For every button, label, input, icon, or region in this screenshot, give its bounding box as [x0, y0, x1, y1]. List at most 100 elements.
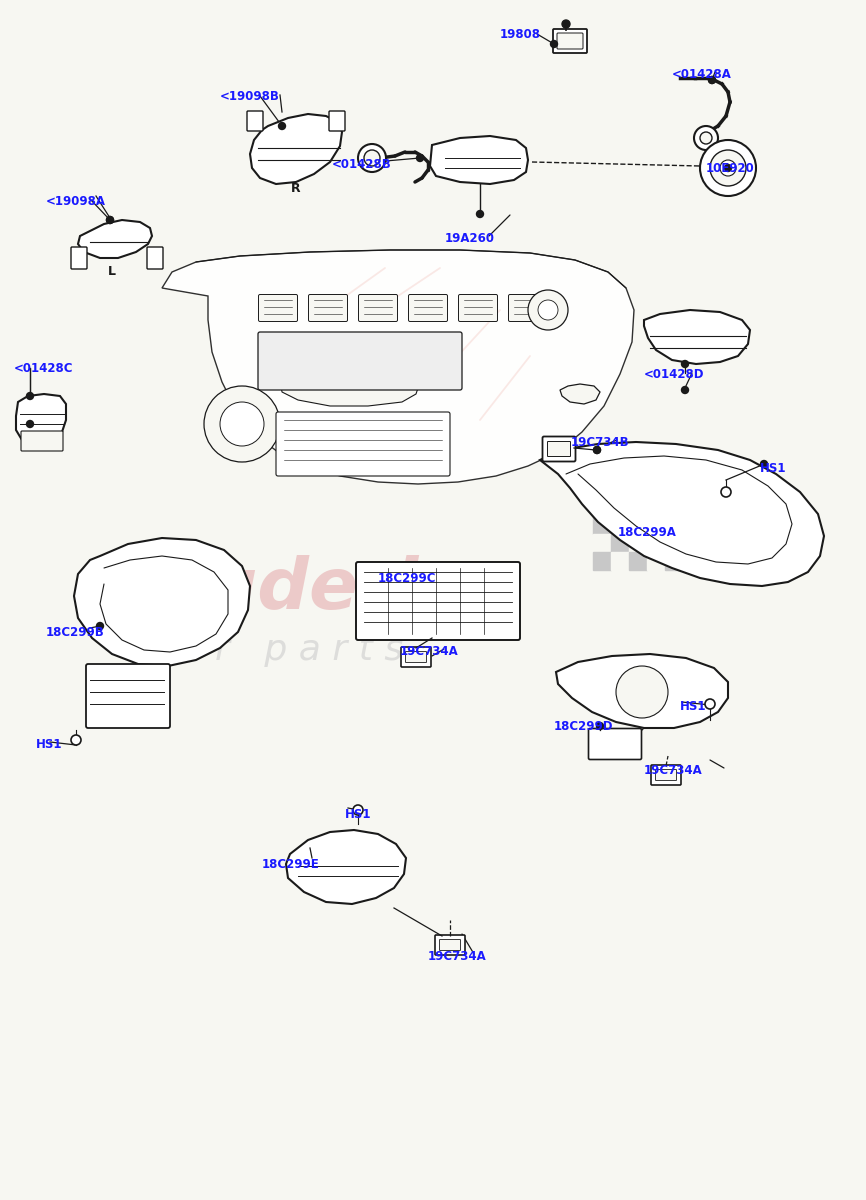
Circle shape	[107, 216, 113, 223]
Text: 18C299C: 18C299C	[378, 572, 436, 584]
FancyBboxPatch shape	[71, 247, 87, 269]
Text: 19808: 19808	[500, 28, 541, 41]
Text: scuderia: scuderia	[120, 556, 467, 624]
Bar	[665, 516, 683, 534]
Bar	[629, 516, 647, 534]
Circle shape	[708, 77, 715, 84]
Bar	[611, 516, 629, 534]
Text: 19A260: 19A260	[445, 232, 495, 245]
FancyBboxPatch shape	[589, 728, 642, 760]
Text: 18C299A: 18C299A	[618, 526, 677, 539]
FancyBboxPatch shape	[276, 412, 450, 476]
Circle shape	[353, 805, 363, 815]
Bar	[611, 534, 629, 552]
Bar	[647, 480, 665, 498]
Polygon shape	[430, 136, 528, 184]
Text: HS1: HS1	[760, 462, 786, 475]
Polygon shape	[540, 442, 824, 586]
Text: c a r   p a r t s: c a r p a r t s	[150, 634, 404, 667]
Bar	[629, 480, 647, 498]
Bar	[629, 552, 647, 570]
Bar	[665, 534, 683, 552]
Circle shape	[708, 77, 715, 84]
Text: 19C734B: 19C734B	[571, 436, 630, 449]
Text: HS1: HS1	[345, 808, 372, 821]
Text: 10E920: 10E920	[706, 162, 755, 175]
Polygon shape	[644, 310, 750, 364]
Bar	[593, 534, 611, 552]
FancyBboxPatch shape	[258, 332, 462, 390]
FancyBboxPatch shape	[409, 294, 448, 322]
Text: 19C734A: 19C734A	[644, 764, 702, 778]
Polygon shape	[16, 394, 66, 446]
FancyBboxPatch shape	[21, 431, 63, 451]
Text: L: L	[108, 265, 116, 278]
FancyBboxPatch shape	[440, 940, 461, 950]
Circle shape	[538, 300, 558, 320]
Bar	[629, 534, 647, 552]
Circle shape	[725, 164, 732, 172]
Circle shape	[364, 150, 380, 166]
Circle shape	[279, 122, 286, 130]
Circle shape	[597, 722, 604, 730]
Text: 18C299D: 18C299D	[554, 720, 613, 733]
Circle shape	[528, 290, 568, 330]
Text: <19098B: <19098B	[220, 90, 280, 103]
Circle shape	[760, 461, 767, 468]
Circle shape	[700, 140, 756, 196]
Circle shape	[593, 446, 600, 454]
Text: <01428B: <01428B	[332, 158, 391, 170]
Circle shape	[562, 20, 570, 28]
FancyBboxPatch shape	[542, 437, 576, 462]
FancyBboxPatch shape	[547, 442, 571, 456]
Text: 18C299B: 18C299B	[46, 626, 105, 638]
Circle shape	[204, 386, 280, 462]
Bar	[611, 480, 629, 498]
Circle shape	[682, 360, 688, 367]
Text: 19C734A: 19C734A	[400, 646, 459, 658]
Bar	[611, 498, 629, 516]
Text: R: R	[291, 182, 301, 194]
Circle shape	[700, 132, 712, 144]
Circle shape	[71, 734, 81, 745]
Bar	[647, 498, 665, 516]
Polygon shape	[560, 384, 600, 404]
Text: <01428D: <01428D	[644, 368, 705, 382]
FancyBboxPatch shape	[356, 562, 520, 640]
Polygon shape	[556, 654, 728, 728]
Bar	[647, 534, 665, 552]
Polygon shape	[250, 114, 342, 184]
FancyBboxPatch shape	[508, 294, 547, 322]
Circle shape	[96, 623, 104, 630]
Text: <01428A: <01428A	[672, 68, 732, 80]
Text: 19C734A: 19C734A	[428, 950, 487, 962]
Bar	[593, 516, 611, 534]
Polygon shape	[286, 830, 406, 904]
Text: 18C299E: 18C299E	[262, 858, 320, 871]
FancyBboxPatch shape	[435, 935, 465, 955]
FancyBboxPatch shape	[557, 32, 583, 49]
Circle shape	[551, 41, 558, 48]
FancyBboxPatch shape	[405, 652, 426, 662]
Text: <19098A: <19098A	[46, 194, 106, 208]
FancyBboxPatch shape	[86, 664, 170, 728]
FancyBboxPatch shape	[308, 294, 347, 322]
Polygon shape	[280, 366, 420, 406]
Circle shape	[107, 216, 113, 223]
Circle shape	[476, 210, 483, 217]
Polygon shape	[74, 538, 250, 666]
FancyBboxPatch shape	[553, 29, 587, 53]
Polygon shape	[78, 220, 152, 258]
Circle shape	[710, 150, 746, 186]
Bar	[647, 516, 665, 534]
Circle shape	[682, 386, 688, 394]
Circle shape	[593, 446, 600, 454]
Circle shape	[616, 666, 668, 718]
Circle shape	[417, 155, 423, 162]
Bar	[629, 498, 647, 516]
Circle shape	[220, 402, 264, 446]
Bar	[665, 498, 683, 516]
FancyBboxPatch shape	[401, 647, 431, 667]
Circle shape	[721, 487, 731, 497]
Bar	[593, 480, 611, 498]
